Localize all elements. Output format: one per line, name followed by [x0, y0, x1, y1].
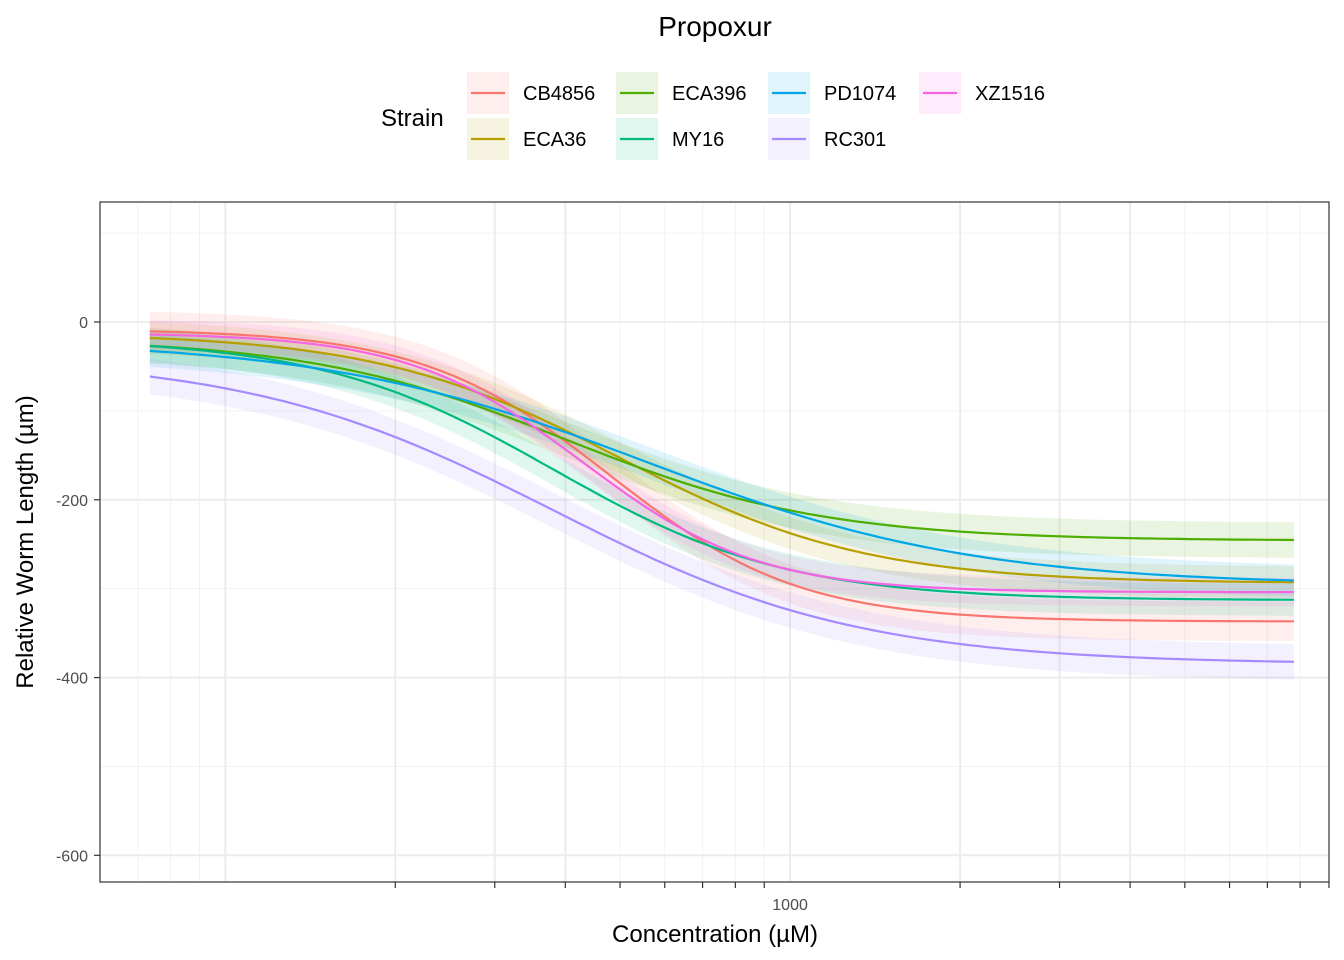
legend-label: ECA396: [672, 83, 747, 105]
y-tick-label: -400: [56, 671, 88, 688]
series-line: [149, 344, 1294, 542]
x-axis-title: Concentration (µM): [612, 921, 818, 948]
ci-ribbon: [149, 328, 1294, 558]
panel-background: [100, 202, 1329, 882]
plot-panel: 0 -200 -400 -600 1000: [56, 201, 1330, 914]
legend-label: XZ1516: [975, 83, 1045, 105]
series-line: [149, 349, 1294, 582]
ci-ribbon: [149, 334, 1294, 597]
y-tick-label: -200: [56, 493, 88, 510]
legend-label: ECA36: [523, 129, 586, 151]
series-line: [149, 336, 1294, 584]
ci-ribbon: [149, 322, 1294, 599]
legend: CB4856 ECA36 ECA396 MY16 PD1074 RC301 XZ1516: [467, 72, 1045, 160]
ci-ribbon: [149, 358, 1294, 680]
ci-ribbon: [149, 330, 1294, 616]
series-line: [149, 330, 1294, 623]
series-line: [149, 375, 1294, 663]
legend-label: RC301: [824, 129, 886, 151]
series-line: [149, 345, 1294, 601]
series-line: [149, 333, 1294, 594]
panel-border: [99, 201, 1330, 883]
legend-label: MY16: [672, 129, 724, 151]
y-tick-label: -600: [56, 848, 88, 865]
chart-title: Propoxur: [658, 11, 772, 42]
legend-title: Strain: [381, 105, 444, 132]
y-axis-title: Relative Worm Length (µm): [12, 395, 39, 688]
legend-label: PD1074: [824, 83, 896, 105]
legend-label: CB4856: [523, 83, 595, 105]
y-tick-label: 0: [79, 315, 88, 332]
x-tick-label: 1000: [772, 897, 808, 914]
